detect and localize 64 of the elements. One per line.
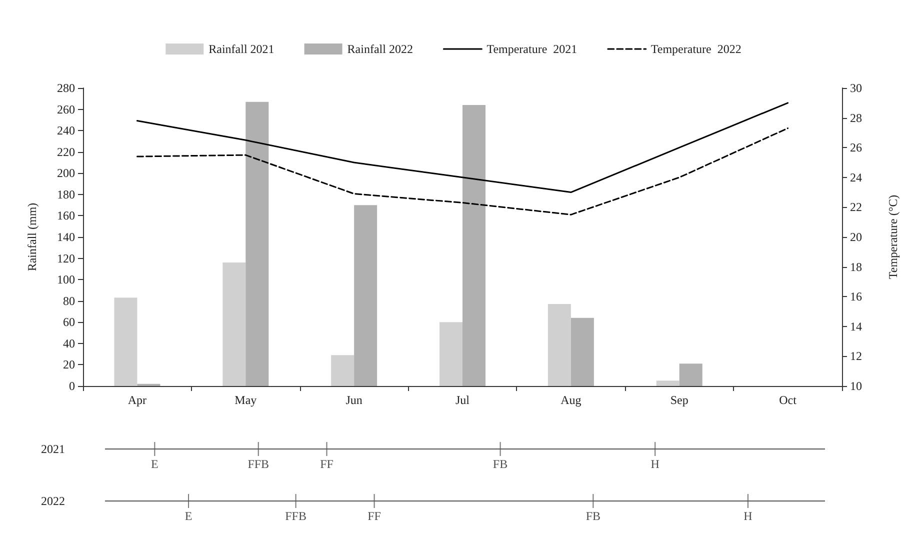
text: FF bbox=[320, 457, 334, 471]
y-tick-label: 20 bbox=[63, 358, 75, 372]
y-tick-label: 60 bbox=[63, 315, 75, 330]
y-tick-label: 160 bbox=[57, 208, 75, 223]
text: E bbox=[184, 509, 192, 523]
y-tick-label: 220 bbox=[57, 144, 75, 159]
x-tick-label: Sep bbox=[670, 393, 688, 407]
bar bbox=[570, 318, 594, 386]
bar bbox=[354, 205, 378, 386]
y-tick-label: 260 bbox=[57, 102, 75, 116]
y2-tick-label: 30 bbox=[850, 81, 862, 95]
text: FFB bbox=[248, 457, 270, 471]
y-tick-label: 240 bbox=[57, 124, 75, 138]
y2-tick-label: 14 bbox=[850, 319, 862, 334]
bar bbox=[222, 262, 246, 386]
bar bbox=[440, 322, 462, 386]
text: H bbox=[650, 457, 660, 471]
y-axis-title: Rainfall (mm) bbox=[25, 202, 39, 272]
y-tick-label: 120 bbox=[57, 251, 75, 266]
y-tick-label: 80 bbox=[63, 294, 75, 308]
y2-axis-title: Temperature (°C) bbox=[886, 194, 900, 280]
text: FFB bbox=[285, 509, 306, 523]
bar bbox=[462, 105, 486, 386]
text: FB bbox=[586, 509, 601, 523]
x-tick-label: May bbox=[234, 393, 257, 407]
legend-label: Rainfall 2022 bbox=[347, 42, 413, 56]
y-tick-label: 40 bbox=[63, 336, 75, 350]
category-label: 2022 bbox=[41, 494, 65, 508]
y2-tick-label: 12 bbox=[850, 349, 862, 364]
text: FB bbox=[492, 457, 508, 471]
bar bbox=[114, 298, 138, 386]
bar bbox=[656, 380, 680, 386]
legend-label: Rainfall 2021 bbox=[208, 42, 274, 56]
line-series bbox=[136, 102, 789, 194]
x-tick-label: Jun bbox=[346, 393, 362, 407]
y2-tick-label: 24 bbox=[850, 170, 862, 184]
y-tick-label: 200 bbox=[57, 166, 75, 180]
y-tick-label: 0 bbox=[69, 379, 75, 393]
x-tick-label: Aug bbox=[560, 393, 582, 407]
y2-tick-label: 18 bbox=[850, 260, 862, 274]
y-tick-label: 100 bbox=[57, 272, 75, 287]
bar bbox=[548, 304, 571, 386]
x-tick-label: Apr bbox=[128, 393, 147, 407]
y2-tick-label: 16 bbox=[850, 290, 862, 304]
y-tick-label: 140 bbox=[57, 230, 75, 244]
legend-label: Temperature 2021 bbox=[486, 42, 578, 56]
y2-tick-label: 20 bbox=[850, 230, 862, 244]
text: FF bbox=[368, 509, 382, 523]
y2-tick-label: 26 bbox=[850, 140, 862, 155]
line-series bbox=[136, 127, 789, 216]
y2-tick-label: 22 bbox=[850, 200, 862, 214]
x-tick-label: Jul bbox=[455, 393, 470, 407]
text: H bbox=[744, 509, 753, 523]
bar bbox=[331, 355, 354, 386]
bar bbox=[246, 102, 269, 386]
y2-tick-label: 10 bbox=[850, 379, 862, 393]
y-tick-label: 180 bbox=[57, 187, 75, 202]
y-tick-label: 280 bbox=[57, 81, 75, 95]
text: E bbox=[151, 457, 158, 471]
legend-label: Temperature 2022 bbox=[650, 42, 742, 56]
x-tick-label: Oct bbox=[779, 393, 798, 407]
category-label: 2021 bbox=[41, 442, 65, 456]
bar bbox=[679, 364, 702, 386]
y2-tick-label: 28 bbox=[850, 110, 862, 125]
